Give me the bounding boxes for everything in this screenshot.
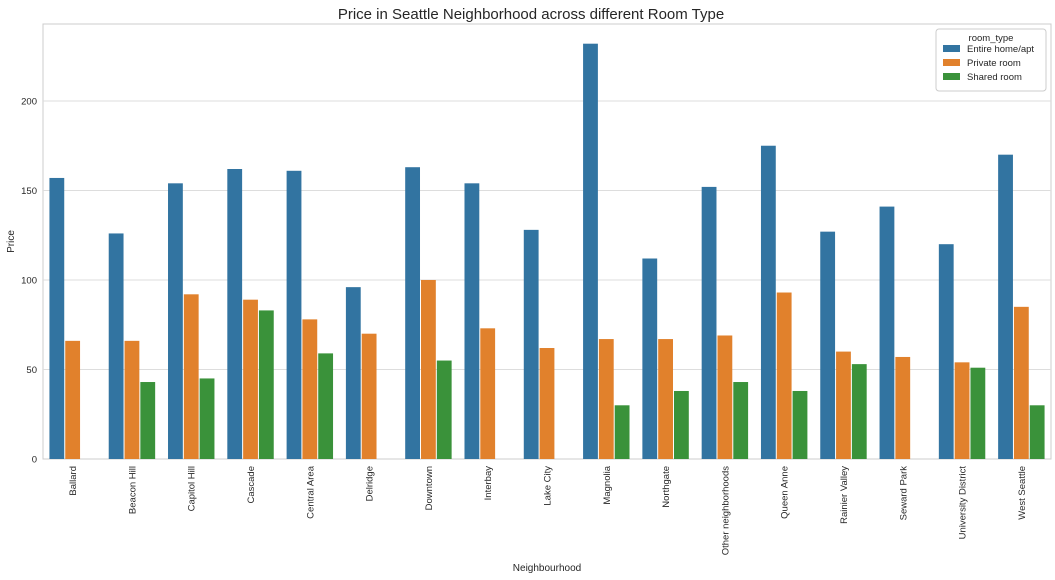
x-tick-label: West Seattle: [1017, 466, 1028, 520]
bar: [539, 348, 555, 459]
x-tick-label: Queen Anne: [780, 466, 791, 519]
bar: [895, 356, 911, 459]
bar: [421, 279, 436, 459]
legend-entry: Entire home/apt: [967, 44, 1034, 55]
x-tick-label: Rainier Valley: [839, 466, 850, 524]
bar: [243, 299, 258, 459]
bar: [836, 351, 851, 459]
x-axis: Ballard Beacon Hill Capitol Hill Cascade Cen…: [68, 465, 1028, 555]
bar: [318, 353, 334, 459]
x-tick-label: Northgate: [661, 466, 672, 508]
x-tick-label: Seward Park: [898, 466, 909, 521]
y-tick-label: 100: [21, 275, 37, 286]
bar: [598, 339, 614, 459]
x-tick-label: Ballard: [68, 466, 79, 496]
bar: [405, 167, 421, 459]
x-tick-label: Interbay: [483, 466, 494, 501]
y-tick-label: 0: [32, 455, 37, 466]
bar: [717, 335, 733, 459]
bar: [776, 292, 792, 459]
x-tick-label: Lake City: [543, 466, 554, 506]
bar: [199, 378, 215, 459]
legend-swatch: [943, 73, 960, 80]
bar: [733, 382, 749, 459]
legend-swatch: [943, 59, 960, 66]
bar: [998, 154, 1013, 459]
y-tick-label: 150: [21, 186, 37, 197]
x-tick-label: Capitol Hill: [187, 466, 198, 511]
x-tick-label: Downtown: [424, 466, 435, 510]
bar: [258, 310, 274, 459]
bar: [286, 170, 302, 459]
bar: [954, 362, 970, 459]
bar: [168, 183, 183, 459]
x-tick-label: Delridge: [365, 466, 376, 501]
bar: [227, 169, 243, 459]
bars: [49, 43, 1045, 460]
legend-entry: Private room: [967, 58, 1021, 69]
bar: [583, 43, 598, 460]
bar: [792, 390, 808, 459]
bar: [879, 206, 895, 459]
bar: [1013, 306, 1029, 459]
x-axis-label: Neighbourhood: [513, 563, 581, 574]
x-tick-label: Beacon Hill: [127, 466, 138, 514]
bar: [361, 333, 377, 459]
bar: [658, 339, 673, 459]
bar: [124, 340, 140, 459]
y-axis: 0 50 100 150 200: [21, 96, 37, 465]
legend-box: [935, 28, 1047, 92]
bar: [183, 294, 199, 459]
bar: [760, 145, 776, 459]
bar: [523, 229, 539, 459]
bar: [970, 367, 986, 459]
legend-swatch: [943, 45, 960, 52]
bar: [302, 319, 318, 459]
x-tick-label: Cascade: [246, 466, 257, 504]
bar: [345, 287, 361, 459]
bar: [673, 390, 689, 459]
bar: [1029, 405, 1045, 459]
bar: [701, 186, 717, 459]
legend: room_type Entire home/apt Private room Sha…: [935, 28, 1047, 92]
bar: [464, 183, 480, 459]
chart-title: Price in Seattle Neighborhood across dif…: [338, 6, 724, 23]
bar: [49, 177, 65, 459]
bar: [480, 328, 496, 459]
x-tick-label: University District: [958, 466, 969, 540]
bar: [820, 231, 836, 459]
x-tick-label: Magnolia: [602, 465, 613, 504]
y-axis-label: Price: [6, 230, 17, 253]
legend-title: room_type: [969, 33, 1014, 44]
bar: [108, 233, 124, 459]
legend-entry: Shared room: [967, 72, 1022, 83]
bar: [614, 405, 630, 459]
bar: [938, 244, 954, 459]
y-tick-label: 200: [21, 96, 37, 107]
y-tick-label: 50: [26, 365, 37, 376]
bar: [65, 340, 81, 459]
bar: [140, 382, 156, 459]
bar: [851, 364, 867, 459]
x-tick-label: Central Area: [305, 465, 316, 519]
bar: [642, 258, 658, 459]
x-tick-label: Other neighborhoods: [720, 466, 731, 556]
bar: [436, 360, 452, 459]
